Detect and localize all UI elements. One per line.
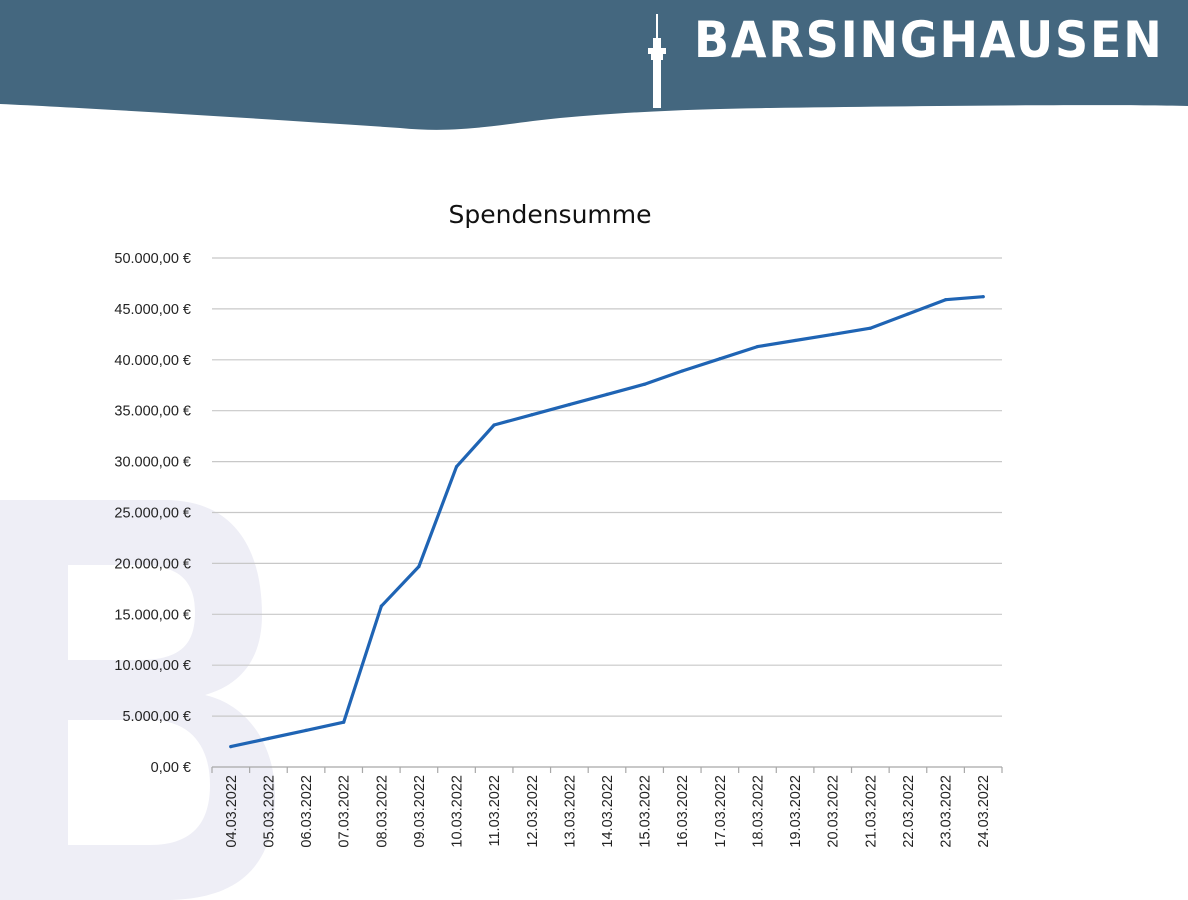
x-tick-label: 06.03.2022 [299,775,315,848]
x-tick-label: 13.03.2022 [562,775,578,848]
x-tick-label: 20.03.2022 [826,775,842,848]
y-tick-label: 30.000,00 € [114,455,191,471]
data-point [492,423,496,427]
data-point [454,465,459,469]
data-point [530,413,534,417]
x-tick-label: 22.03.2022 [901,775,917,848]
y-tick-label: 20.000,00 € [114,556,191,572]
y-tick-label: 40.000,00 € [114,353,191,369]
y-tick-label: 10.000,00 € [114,658,191,674]
x-tick-label: 10.03.2022 [450,775,466,848]
x-tick-label: 15.03.2022 [638,775,654,848]
x-tick-label: 12.03.2022 [525,775,541,848]
data-point [229,745,233,749]
chart-title: Spendensumme [448,200,652,229]
y-tick-label: 5.000,00 € [122,709,191,725]
x-tick-label: 23.03.2022 [939,775,955,848]
data-point [981,295,985,299]
x-tick-label: 04.03.2022 [224,775,240,848]
x-tick-label: 11.03.2022 [487,775,503,847]
data-point [831,332,835,336]
data-point [567,402,571,407]
x-tick-label: 16.03.2022 [675,775,691,848]
data-point [718,357,722,361]
x-tick-label: 21.03.2022 [863,775,879,848]
data-point [342,720,346,724]
x-tick-label: 17.03.2022 [713,775,729,848]
data-point [605,392,609,397]
x-tick-label: 07.03.2022 [337,775,353,848]
data-point [943,298,948,302]
x-tick-label: 09.03.2022 [412,775,428,848]
tv-tower-icon [648,14,666,108]
gridlines [212,257,1002,768]
watermark-shape [0,500,275,900]
data-points [229,295,985,749]
header-wave [0,0,1188,130]
y-tick-label: 35.000,00 € [114,404,191,420]
y-tick-label: 0,00 € [151,760,191,776]
y-tick-label: 45.000,00 € [114,302,191,318]
header-band [0,0,1188,130]
x-axis: 04.03.2022 05.03.2022 06.03.2022 07.03.2022… [211,767,1003,848]
x-tick-label: 18.03.2022 [750,775,766,848]
x-tick-label: 05.03.2022 [261,775,277,848]
watermark-b-logo [0,500,275,900]
data-point [643,382,647,386]
data-point [906,312,910,316]
y-tick-label: 25.000,00 € [114,506,191,522]
data-point [680,369,684,373]
data-point [379,604,383,608]
data-point [793,338,797,343]
y-axis: 0,00 € 5.000,00 € 10.000,00 € 15.000,00 € 20… [114,251,191,776]
x-tick-label: 08.03.2022 [374,775,390,848]
data-point [266,736,271,741]
logo-text: BARSINGHAUSEN [694,11,1164,69]
data-point [755,344,760,349]
x-tick-label: 14.03.2022 [600,775,616,848]
x-tick-label: 24.03.2022 [976,775,992,848]
data-point [417,564,421,569]
series-line [229,295,985,749]
y-tick-label: 15.000,00 € [114,607,191,623]
data-point [868,326,872,330]
y-tick-label: 50.000,00 € [114,251,191,267]
data-point [304,728,308,732]
x-tick-label: 19.03.2022 [788,775,804,848]
